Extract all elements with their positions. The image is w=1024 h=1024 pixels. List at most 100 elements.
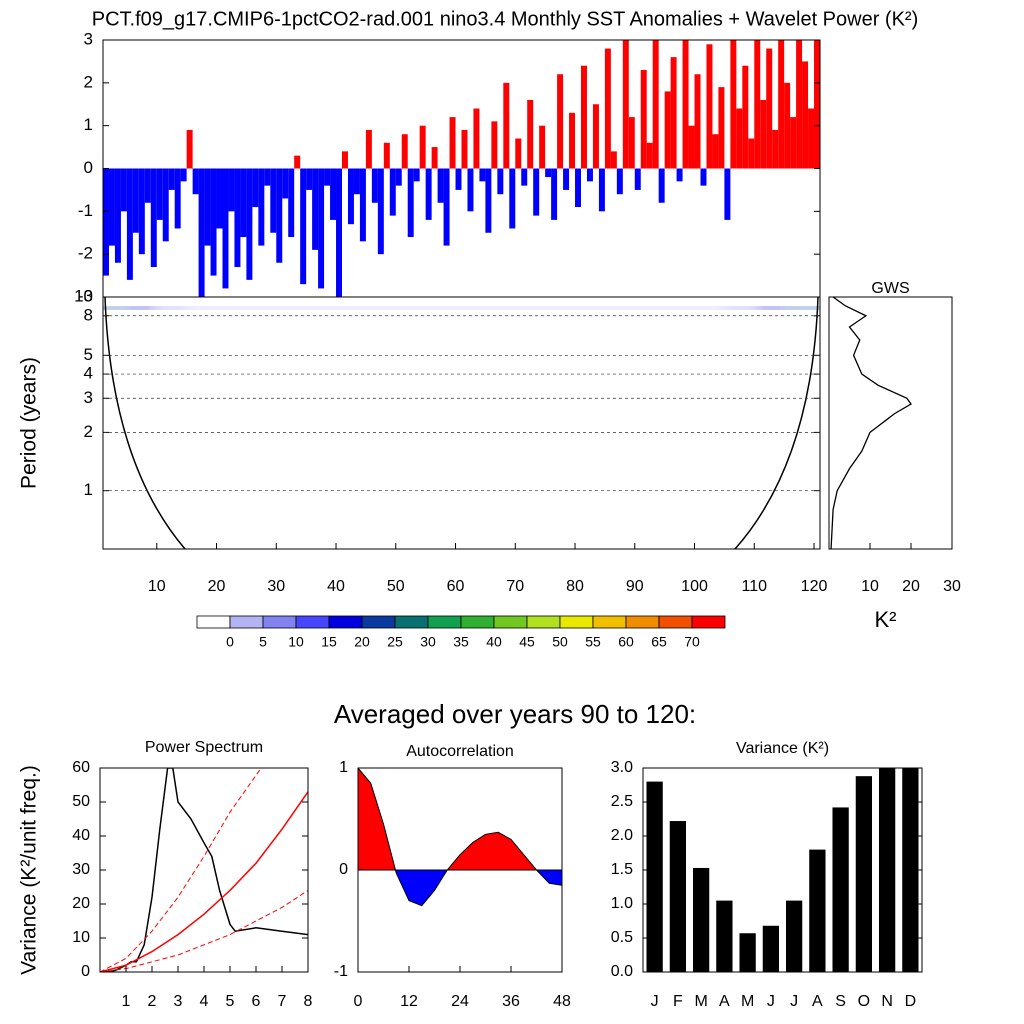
x-tick-label: M xyxy=(741,993,754,1010)
colorbar-box xyxy=(427,615,462,629)
plot-frame xyxy=(828,296,953,550)
heat-cell xyxy=(425,306,457,310)
anomaly-bar xyxy=(736,108,743,169)
anomaly-bar xyxy=(712,134,719,169)
colorbar-label: 0 xyxy=(226,634,234,650)
anomaly-bar xyxy=(664,91,671,169)
y-tick-label: 2 xyxy=(84,422,93,441)
x-tick-label: 5 xyxy=(226,993,235,1010)
anomaly-bar xyxy=(270,168,277,233)
plot-frame xyxy=(642,767,923,973)
anomaly-bar xyxy=(676,168,683,182)
x-tick-label: S xyxy=(835,993,846,1010)
anomaly-bar xyxy=(312,168,319,250)
x-tick-label: F xyxy=(673,993,683,1010)
bar xyxy=(716,900,733,972)
gws-line xyxy=(830,297,912,549)
y-tick-label: 0 xyxy=(81,963,90,980)
anomaly-bar xyxy=(240,168,247,238)
anomaly-bar xyxy=(324,168,331,186)
anomaly-bar xyxy=(246,168,253,280)
x-tick-label: 80 xyxy=(566,578,584,595)
y-tick-label: 60 xyxy=(72,759,90,776)
x-tick-label: J xyxy=(767,993,775,1010)
y-tick-label: -3 xyxy=(78,286,93,305)
anomaly-bar xyxy=(688,125,695,169)
cone-of-influence xyxy=(104,297,819,549)
panel xyxy=(357,767,563,907)
anomaly-bar xyxy=(521,168,528,186)
y-tick-label: 0.5 xyxy=(611,929,633,946)
bar xyxy=(762,925,780,972)
anomaly-bar xyxy=(156,168,163,220)
anomaly-bar xyxy=(103,168,109,276)
anomaly-bar xyxy=(108,168,115,246)
x-tick-label: M xyxy=(694,993,707,1010)
colorbar-label: 60 xyxy=(618,634,634,650)
y-tick-label: 2.5 xyxy=(611,793,633,810)
colorbar-box xyxy=(229,615,264,629)
heat-cell xyxy=(664,306,696,310)
anomaly-bar xyxy=(132,168,139,233)
heat-cell xyxy=(365,306,397,310)
anomaly-bar xyxy=(802,61,809,169)
x-tick-label: 1 xyxy=(122,993,131,1010)
heat-cell xyxy=(604,306,636,310)
heat-cell xyxy=(186,306,218,310)
anomaly-bar xyxy=(138,168,145,255)
anomaly-bar xyxy=(395,168,402,186)
colorbar-box xyxy=(460,615,495,629)
heatmap xyxy=(103,297,820,549)
heat-cell xyxy=(126,306,158,310)
bar xyxy=(692,867,710,972)
bar xyxy=(785,900,803,972)
anomaly-bar xyxy=(168,168,175,190)
anomaly-bar xyxy=(497,168,504,195)
bar xyxy=(809,849,826,972)
x-tick-label: 12 xyxy=(400,993,418,1010)
anomaly-bar xyxy=(563,168,570,190)
anomaly-bar xyxy=(592,104,599,169)
colorbar-box xyxy=(592,615,627,629)
anomaly-bar xyxy=(622,40,629,169)
chart-title: Power Spectrum xyxy=(145,739,263,756)
heat-cell xyxy=(784,306,820,310)
anomaly-bar xyxy=(371,168,378,203)
heat-cell xyxy=(754,306,785,310)
y-tick-label: 3.0 xyxy=(611,759,633,776)
anomaly-bar xyxy=(467,168,474,212)
x-tick-label: A xyxy=(719,993,730,1010)
anomaly-bar xyxy=(353,168,360,195)
anomaly-bar xyxy=(784,82,791,169)
anomaly-bar xyxy=(144,168,151,203)
anomaly-bar xyxy=(228,168,235,212)
anomaly-bar xyxy=(533,168,540,216)
y-tick-label: -2 xyxy=(78,244,93,263)
bar xyxy=(878,768,896,972)
anomaly-bar xyxy=(658,168,665,203)
x-tick-label: 40 xyxy=(327,578,345,595)
anomaly-bar xyxy=(252,168,259,208)
heat-cell xyxy=(216,306,247,310)
colorbar-label: 25 xyxy=(387,634,403,650)
anomaly-bar xyxy=(485,168,492,233)
y-tick-label: 4 xyxy=(84,364,93,383)
panel xyxy=(830,297,912,549)
anomaly-bar xyxy=(294,155,301,169)
colorbar-box xyxy=(328,615,363,629)
colorbar-label: 55 xyxy=(585,634,601,650)
x-tick-label: A xyxy=(812,993,823,1010)
anomaly-bar xyxy=(610,151,617,169)
bar xyxy=(739,933,756,972)
x-tick-label: 30 xyxy=(267,578,285,595)
anomaly-bar xyxy=(216,168,223,229)
anomaly-bar xyxy=(300,168,307,285)
anomaly-bar xyxy=(604,48,611,169)
anomaly-bar xyxy=(234,168,241,268)
chart-title: Autocorrelation xyxy=(406,743,514,760)
panel xyxy=(103,297,820,549)
anomaly-bar xyxy=(126,168,133,280)
x-tick-label: O xyxy=(858,993,870,1010)
anomaly-bar xyxy=(425,168,432,220)
y-tick-label: 8 xyxy=(84,305,93,324)
